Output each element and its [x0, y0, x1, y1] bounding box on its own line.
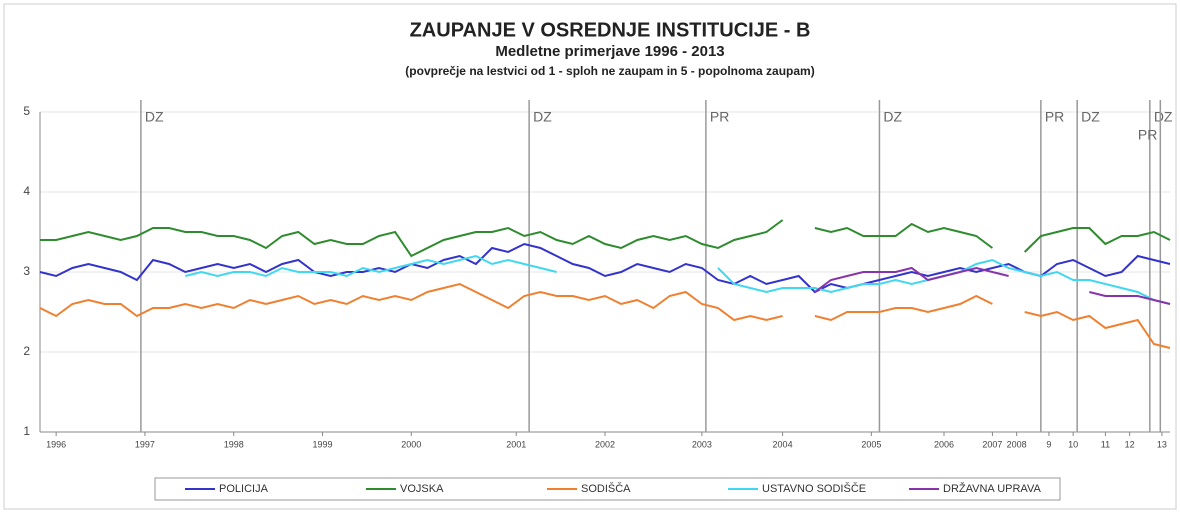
series-line [39, 242, 1171, 294]
event-label: DZ [1081, 109, 1100, 125]
x-tick-label: 2006 [934, 439, 954, 449]
x-tick-label: 11 [1101, 439, 1110, 449]
legend-label: POLICIJA [219, 483, 269, 495]
x-tick-label: 1996 [46, 439, 66, 449]
legend-label: DRŽAVNA UPRAVA [943, 482, 1041, 495]
x-tick-label: 2000 [401, 439, 421, 449]
legend-label: USTAVNO SODIŠČE [762, 482, 866, 495]
event-label: DZ [533, 109, 552, 125]
x-tick-label: 2007 [982, 439, 1002, 449]
chart-note: (povprečje na lestvici od 1 - sploh ne z… [405, 64, 814, 78]
series-line [39, 282, 1171, 349]
x-tick-label: 9 [1046, 439, 1051, 449]
event-label: PR [1138, 127, 1157, 143]
x-tick-label: 12 [1125, 439, 1135, 449]
legend-label: VOJSKA [400, 483, 444, 495]
x-tick-label: 2005 [861, 439, 881, 449]
x-tick-label: 2008 [1007, 439, 1027, 449]
legend-box [154, 477, 1061, 501]
event-label: DZ [145, 109, 164, 125]
x-tick-label: 1999 [312, 439, 332, 449]
y-tick-label: 2 [23, 344, 30, 358]
series-line [40, 219, 1171, 258]
y-tick-label: 4 [23, 184, 30, 198]
event-label: PR [1045, 109, 1064, 125]
y-tick-label: 3 [23, 264, 30, 278]
y-tick-label: 1 [23, 424, 30, 438]
x-tick-label: 2001 [506, 439, 526, 449]
event-label: PR [710, 109, 729, 125]
x-tick-label: 2002 [595, 439, 615, 449]
x-tick-label: 2003 [692, 439, 712, 449]
y-tick-label: 5 [23, 104, 30, 118]
x-tick-label: 1998 [224, 439, 244, 449]
x-tick-label: 10 [1068, 439, 1078, 449]
event-label: DZ [883, 109, 902, 125]
chart-frame [3, 3, 1177, 510]
x-tick-label: 1997 [135, 439, 155, 449]
series-line [814, 266, 1171, 305]
legend-label: SODIŠČA [581, 482, 631, 495]
chart-subtitle: Medletne primerjave 1996 - 2013 [495, 43, 724, 60]
x-tick-label: 2004 [773, 439, 793, 449]
x-tick-label: 13 [1157, 439, 1167, 449]
event-label: DZ [1154, 109, 1173, 125]
chart-title: ZAUPANJE V OSREDNJE INSTITUCIJE - B [410, 19, 811, 41]
